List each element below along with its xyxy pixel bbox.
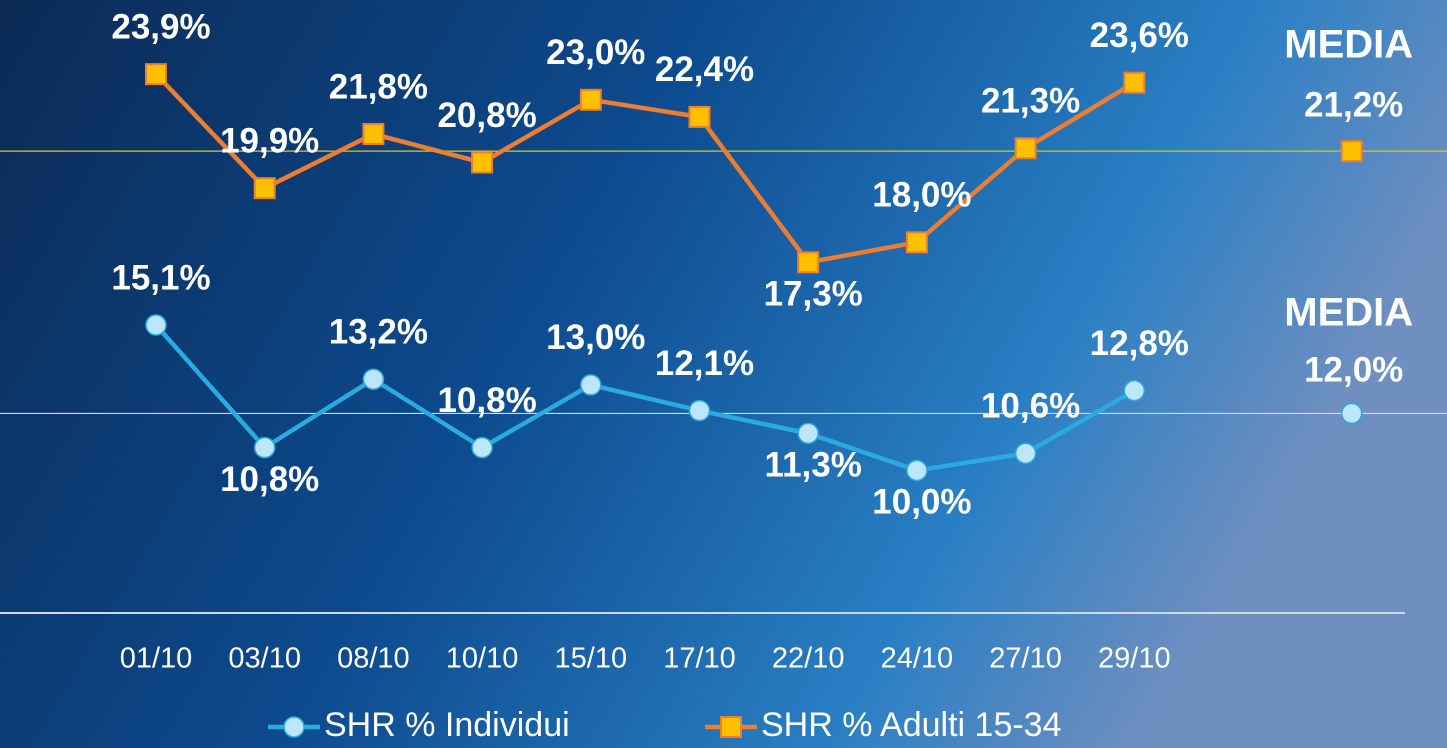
average-marker [1340, 140, 1363, 163]
marker [688, 105, 711, 128]
x-tick-label: 17/10 [663, 643, 736, 675]
data-label: 23,6% [1090, 16, 1189, 55]
marker [1014, 137, 1037, 160]
marker [471, 436, 493, 459]
data-label: 13,2% [329, 312, 428, 351]
data-label: 11,3% [765, 446, 862, 485]
marker [1014, 442, 1037, 465]
average-label: 21,2% [1304, 85, 1403, 124]
marker [253, 177, 276, 200]
average-label: 12,0% [1304, 350, 1403, 389]
legend-label: SHR % Adulti 15-34 [761, 706, 1062, 744]
marker [362, 123, 385, 146]
x-tick-label: 27/10 [989, 643, 1062, 675]
data-label: 19,9% [220, 121, 319, 160]
legend-label: SHR % Individui [324, 706, 570, 744]
data-label: 10,8% [437, 381, 536, 420]
data-label: 10,6% [981, 387, 1080, 426]
x-tick-label: 22/10 [772, 643, 845, 675]
data-label: 12,8% [1090, 324, 1189, 363]
data-label: 21,3% [981, 82, 1080, 121]
series-line [154, 72, 1136, 265]
data-label: 20,8% [437, 96, 536, 135]
data-label: 10,8% [220, 460, 319, 499]
data-label: 13,0% [546, 318, 645, 357]
data-label: 18,0% [872, 176, 971, 215]
marker [253, 436, 276, 459]
data-label: 22,4% [655, 50, 754, 89]
marker [145, 314, 167, 336]
data-label: 10,0% [872, 483, 971, 522]
marker [579, 88, 602, 111]
legend-marker [283, 716, 305, 738]
marker [905, 231, 928, 254]
marker [362, 368, 385, 390]
data-label: 23,9% [111, 7, 210, 46]
data-label: 15,1% [111, 258, 210, 297]
marker [906, 459, 928, 482]
marker [1123, 71, 1146, 94]
data-label: 12,1% [655, 344, 754, 383]
data-label: 17,3% [764, 275, 863, 314]
average-marker [1340, 402, 1363, 425]
x-tick-label: 29/10 [1098, 643, 1171, 675]
average-title: MEDIA [1284, 23, 1413, 67]
marker [797, 251, 820, 274]
marker [797, 422, 819, 445]
marker [145, 63, 167, 86]
series-line [154, 323, 1136, 473]
x-tick-label: 08/10 [337, 643, 410, 675]
data-label: 23,0% [546, 33, 645, 72]
x-tick-label: 15/10 [555, 643, 628, 675]
marker [580, 374, 602, 396]
data-label: 21,8% [329, 67, 428, 106]
legend-marker [720, 716, 742, 738]
x-tick-label: 10/10 [446, 643, 519, 675]
marker [471, 151, 494, 174]
x-tick-label: 01/10 [120, 643, 193, 675]
marker [688, 399, 711, 422]
x-tick-label: 03/10 [228, 643, 301, 675]
average-title: MEDIA [1284, 291, 1413, 335]
marker [1123, 379, 1146, 402]
x-tick-label: 24/10 [881, 643, 954, 675]
